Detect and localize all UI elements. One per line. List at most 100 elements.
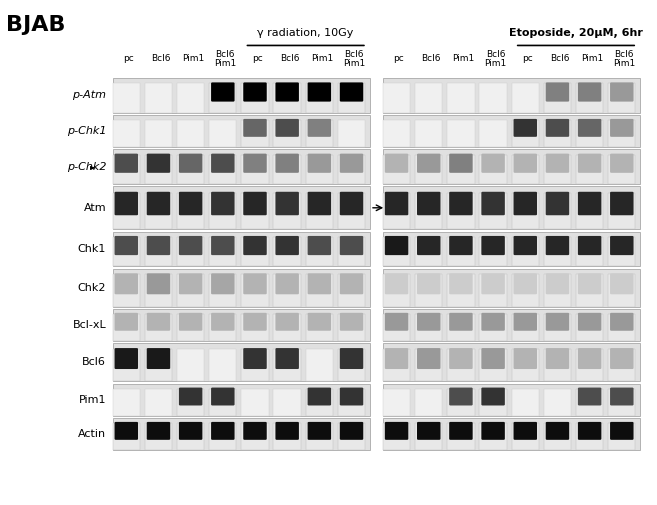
FancyBboxPatch shape bbox=[275, 348, 299, 369]
FancyBboxPatch shape bbox=[112, 155, 140, 184]
FancyBboxPatch shape bbox=[544, 349, 571, 381]
FancyBboxPatch shape bbox=[209, 155, 237, 184]
FancyBboxPatch shape bbox=[544, 155, 571, 184]
FancyBboxPatch shape bbox=[578, 313, 601, 331]
FancyBboxPatch shape bbox=[449, 192, 472, 215]
Text: Pim1: Pim1 bbox=[182, 54, 204, 63]
FancyBboxPatch shape bbox=[177, 193, 204, 229]
FancyBboxPatch shape bbox=[610, 119, 633, 137]
FancyBboxPatch shape bbox=[114, 192, 138, 215]
FancyBboxPatch shape bbox=[608, 193, 635, 229]
FancyBboxPatch shape bbox=[338, 83, 365, 113]
FancyBboxPatch shape bbox=[112, 349, 140, 381]
FancyBboxPatch shape bbox=[112, 314, 140, 341]
FancyBboxPatch shape bbox=[449, 313, 472, 331]
FancyBboxPatch shape bbox=[385, 154, 408, 173]
FancyBboxPatch shape bbox=[415, 237, 442, 266]
FancyBboxPatch shape bbox=[608, 349, 635, 381]
FancyBboxPatch shape bbox=[480, 120, 507, 147]
FancyBboxPatch shape bbox=[512, 83, 539, 113]
FancyBboxPatch shape bbox=[576, 155, 603, 184]
FancyBboxPatch shape bbox=[179, 154, 202, 173]
FancyBboxPatch shape bbox=[447, 388, 474, 416]
FancyBboxPatch shape bbox=[447, 423, 474, 450]
FancyBboxPatch shape bbox=[514, 154, 537, 173]
FancyBboxPatch shape bbox=[417, 236, 440, 255]
FancyBboxPatch shape bbox=[243, 236, 267, 255]
FancyBboxPatch shape bbox=[177, 237, 204, 266]
FancyBboxPatch shape bbox=[306, 423, 333, 450]
FancyBboxPatch shape bbox=[306, 314, 333, 341]
FancyBboxPatch shape bbox=[514, 236, 537, 255]
FancyBboxPatch shape bbox=[179, 387, 202, 406]
FancyBboxPatch shape bbox=[275, 119, 299, 137]
FancyBboxPatch shape bbox=[512, 314, 539, 341]
FancyBboxPatch shape bbox=[610, 313, 633, 331]
FancyBboxPatch shape bbox=[383, 418, 641, 450]
FancyBboxPatch shape bbox=[145, 274, 172, 307]
FancyBboxPatch shape bbox=[241, 120, 269, 147]
Text: Actin: Actin bbox=[78, 429, 106, 439]
FancyBboxPatch shape bbox=[275, 273, 299, 294]
FancyBboxPatch shape bbox=[415, 274, 442, 307]
FancyBboxPatch shape bbox=[512, 274, 539, 307]
FancyBboxPatch shape bbox=[209, 274, 237, 307]
FancyBboxPatch shape bbox=[608, 388, 635, 416]
FancyBboxPatch shape bbox=[209, 193, 237, 229]
FancyBboxPatch shape bbox=[578, 273, 601, 294]
Text: Pim1: Pim1 bbox=[79, 395, 106, 405]
FancyBboxPatch shape bbox=[383, 149, 641, 184]
FancyBboxPatch shape bbox=[145, 193, 172, 229]
FancyBboxPatch shape bbox=[608, 274, 635, 307]
FancyBboxPatch shape bbox=[383, 314, 410, 341]
FancyBboxPatch shape bbox=[576, 193, 603, 229]
FancyBboxPatch shape bbox=[383, 193, 410, 229]
Text: Bcl6: Bcl6 bbox=[550, 54, 570, 63]
FancyBboxPatch shape bbox=[177, 155, 204, 184]
FancyBboxPatch shape bbox=[241, 274, 269, 307]
FancyBboxPatch shape bbox=[112, 423, 140, 450]
FancyBboxPatch shape bbox=[307, 119, 331, 137]
Text: Bcl6: Bcl6 bbox=[486, 50, 505, 59]
FancyBboxPatch shape bbox=[608, 423, 635, 450]
FancyBboxPatch shape bbox=[179, 236, 202, 255]
Text: BJAB: BJAB bbox=[7, 15, 66, 35]
FancyBboxPatch shape bbox=[306, 237, 333, 266]
Text: Chk2: Chk2 bbox=[78, 283, 106, 292]
FancyBboxPatch shape bbox=[241, 349, 269, 381]
FancyBboxPatch shape bbox=[338, 155, 365, 184]
FancyBboxPatch shape bbox=[608, 155, 635, 184]
Text: Bcl6: Bcl6 bbox=[344, 50, 364, 59]
FancyBboxPatch shape bbox=[307, 422, 331, 440]
FancyBboxPatch shape bbox=[147, 422, 170, 440]
Text: p-Chk2: p-Chk2 bbox=[66, 162, 106, 172]
FancyBboxPatch shape bbox=[482, 422, 505, 440]
FancyBboxPatch shape bbox=[383, 349, 410, 381]
FancyBboxPatch shape bbox=[177, 120, 204, 147]
FancyBboxPatch shape bbox=[512, 388, 539, 416]
Text: Etoposide, 20μM, 6hr: Etoposide, 20μM, 6hr bbox=[509, 28, 643, 38]
FancyBboxPatch shape bbox=[576, 120, 603, 147]
FancyBboxPatch shape bbox=[273, 274, 301, 307]
FancyBboxPatch shape bbox=[114, 348, 138, 369]
FancyBboxPatch shape bbox=[514, 422, 537, 440]
FancyBboxPatch shape bbox=[417, 192, 440, 215]
FancyBboxPatch shape bbox=[449, 422, 472, 440]
Text: Pim1: Pim1 bbox=[343, 59, 365, 68]
FancyBboxPatch shape bbox=[544, 237, 571, 266]
FancyBboxPatch shape bbox=[243, 82, 267, 102]
FancyBboxPatch shape bbox=[512, 423, 539, 450]
FancyBboxPatch shape bbox=[177, 314, 204, 341]
FancyBboxPatch shape bbox=[340, 387, 363, 406]
FancyBboxPatch shape bbox=[383, 423, 410, 450]
FancyBboxPatch shape bbox=[576, 237, 603, 266]
FancyBboxPatch shape bbox=[480, 349, 507, 381]
FancyBboxPatch shape bbox=[307, 82, 331, 102]
FancyBboxPatch shape bbox=[544, 314, 571, 341]
FancyBboxPatch shape bbox=[275, 154, 299, 173]
FancyBboxPatch shape bbox=[338, 314, 365, 341]
Text: Bcl6: Bcl6 bbox=[151, 54, 171, 63]
FancyBboxPatch shape bbox=[578, 348, 601, 369]
FancyBboxPatch shape bbox=[243, 119, 267, 137]
FancyBboxPatch shape bbox=[514, 119, 537, 137]
